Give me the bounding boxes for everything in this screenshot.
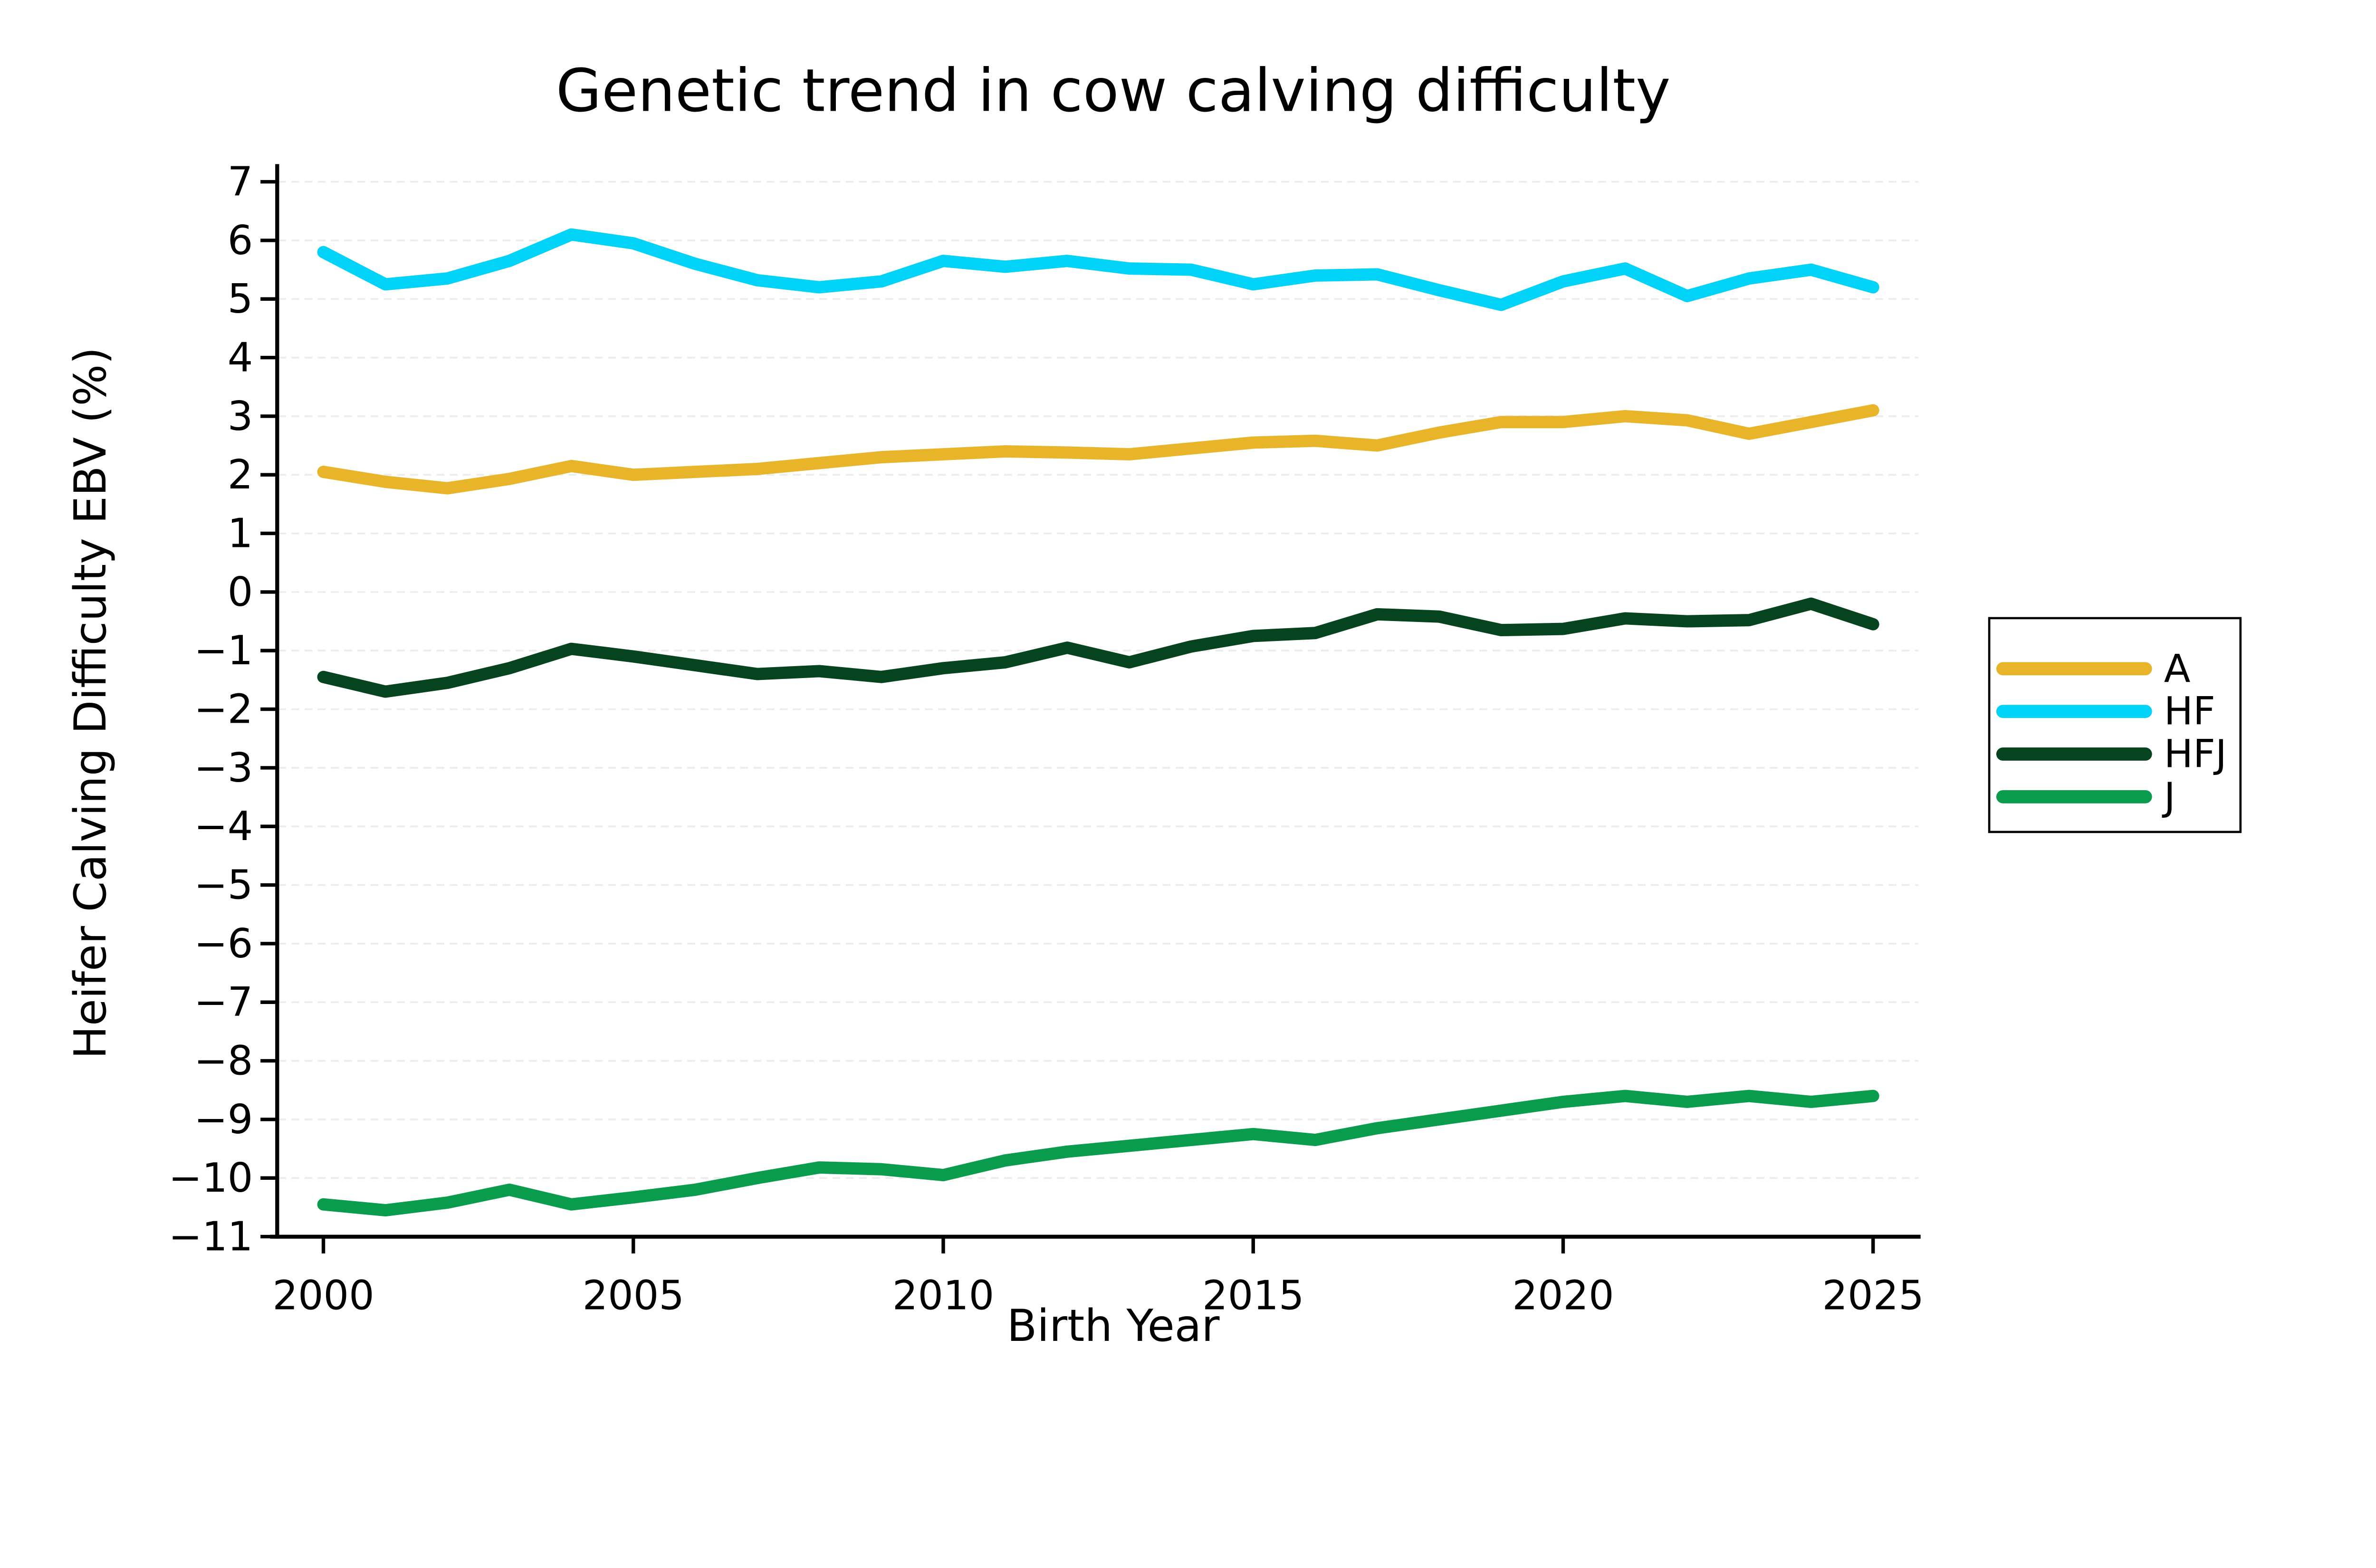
y-tick-label: −11 [169,1214,253,1260]
x-axis-label: Birth Year [1007,1300,1220,1351]
y-tick-label: 7 [228,159,253,205]
y-axis-ticks: 7 6 5 4 3 2 1 0 −1 −2 −3 −4 −5 −6 −7 −8 −9 −10 −11 [169,159,278,1260]
y-tick-label: 6 [228,217,253,264]
y-tick-label: 2 [228,451,253,498]
series-line-HFJ [317,597,1879,698]
y-tick-label: 1 [228,510,253,557]
y-tick-label: −2 [194,686,253,733]
y-tick-label: 5 [228,276,253,322]
legend-label-HF: HF [2164,689,2215,734]
series-line-J [317,1090,1879,1217]
y-tick-label: −5 [194,862,253,908]
series-line-HF [317,228,1879,311]
legend-label-HFJ: HFJ [2164,732,2227,777]
y-tick-label: −3 [194,745,253,791]
legend-label-J: J [2162,774,2175,819]
y-tick-label: −10 [169,1155,253,1201]
y-tick-label: 0 [228,569,253,615]
figure: 7 6 5 4 3 2 1 0 −1 −2 −3 −4 −5 −6 −7 −8 −9 −10 −11 2000 200… [65,57,2242,1352]
chart-title: Genetic trend in cow calving difficulty [556,57,1671,125]
x-tick-label: 2005 [583,1272,684,1319]
y-tick-label: −4 [194,803,253,850]
y-tick-label: −9 [194,1096,253,1143]
x-tick-label: 2015 [1202,1272,1304,1319]
y-tick-label: −1 [194,627,253,674]
y-tick-label: 3 [228,393,253,440]
x-tick-label: 2010 [892,1272,994,1319]
legend-label-A: A [2164,646,2191,691]
y-tick-label: −8 [194,1038,253,1084]
x-tick-label: 2020 [1512,1272,1614,1319]
y-tick-label: 4 [228,335,253,381]
x-axis-ticks: 2000 2005 2010 2015 2020 2025 [272,1236,1924,1319]
y-axis-label: Heifer Calving Difficulty EBV (%) [65,347,116,1059]
x-tick-label: 2000 [272,1272,374,1319]
series-lines [317,228,1879,1217]
y-tick-label: −7 [194,979,253,1025]
series-line-A [317,404,1879,495]
y-tick-label: −6 [194,920,253,967]
x-tick-label: 2025 [1822,1272,1924,1319]
gridlines [278,181,1919,1179]
